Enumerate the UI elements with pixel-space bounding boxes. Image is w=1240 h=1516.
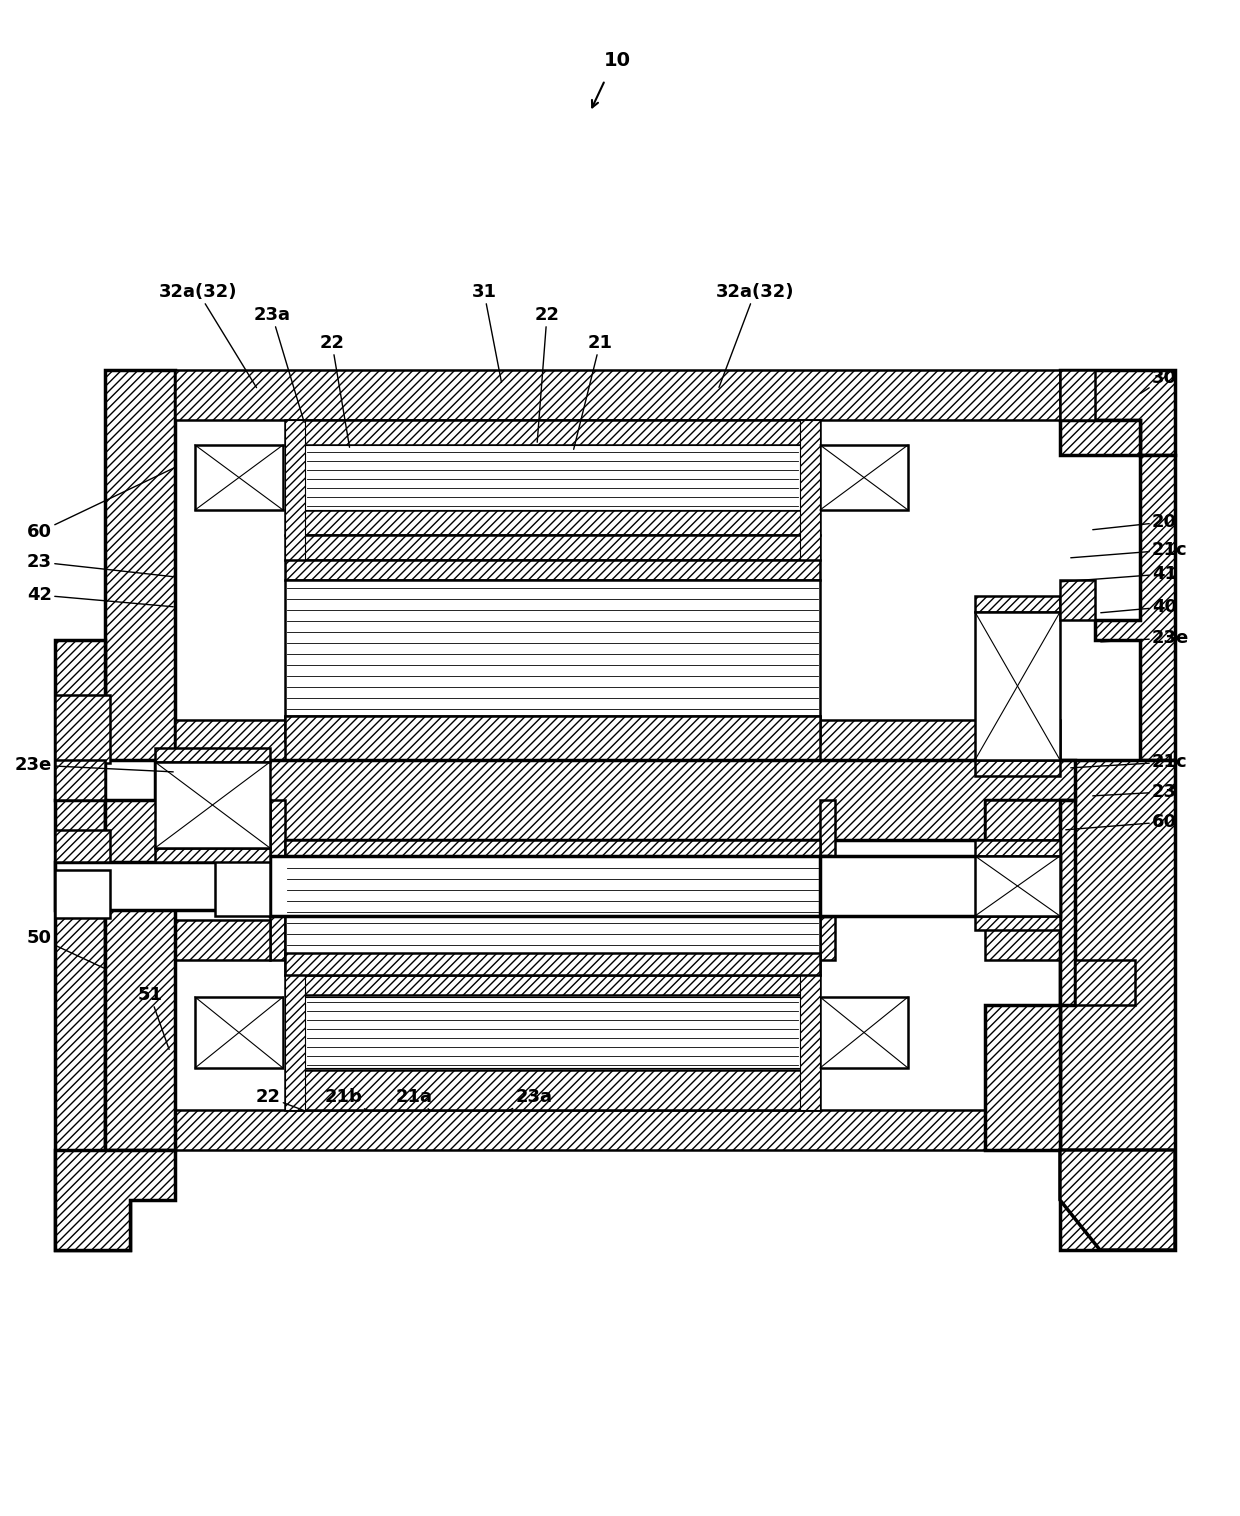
Polygon shape xyxy=(800,420,820,559)
Text: 51: 51 xyxy=(138,985,169,1049)
Polygon shape xyxy=(985,800,1075,1151)
Text: 22: 22 xyxy=(534,306,559,443)
Polygon shape xyxy=(1060,1151,1176,1251)
Polygon shape xyxy=(285,954,820,975)
Bar xyxy=(285,860,820,955)
Polygon shape xyxy=(175,1110,1060,1151)
Text: 23a: 23a xyxy=(508,1088,553,1111)
Text: 10: 10 xyxy=(604,50,630,70)
Polygon shape xyxy=(1060,420,1176,760)
Polygon shape xyxy=(285,975,820,994)
Text: 32a(32): 32a(32) xyxy=(715,283,795,388)
Polygon shape xyxy=(975,596,1060,612)
Polygon shape xyxy=(175,920,270,960)
Bar xyxy=(55,829,110,863)
Polygon shape xyxy=(285,716,820,760)
Polygon shape xyxy=(285,559,820,581)
Bar xyxy=(55,694,110,763)
Polygon shape xyxy=(1060,581,1095,620)
Polygon shape xyxy=(175,720,1060,760)
Polygon shape xyxy=(105,370,175,760)
Polygon shape xyxy=(215,858,270,916)
Text: 20: 20 xyxy=(1092,512,1177,531)
Bar xyxy=(55,863,275,910)
Polygon shape xyxy=(975,916,1060,929)
Polygon shape xyxy=(155,847,270,863)
Text: 22: 22 xyxy=(255,1088,305,1111)
Polygon shape xyxy=(175,800,270,840)
Polygon shape xyxy=(1060,760,1176,1251)
Polygon shape xyxy=(55,640,105,800)
Bar xyxy=(55,870,110,919)
Polygon shape xyxy=(285,716,820,741)
Bar xyxy=(820,857,1060,916)
Polygon shape xyxy=(985,800,1060,840)
Bar xyxy=(285,998,820,1067)
Text: 21c: 21c xyxy=(1071,541,1188,559)
Text: 31: 31 xyxy=(471,283,501,382)
Polygon shape xyxy=(1075,960,1135,1005)
Polygon shape xyxy=(285,975,305,1110)
Text: 21a: 21a xyxy=(396,1088,433,1110)
Bar xyxy=(195,998,283,1067)
Bar xyxy=(975,857,1060,916)
Polygon shape xyxy=(105,800,175,1151)
Polygon shape xyxy=(270,800,285,960)
Text: 41: 41 xyxy=(1060,565,1177,584)
Polygon shape xyxy=(1060,370,1095,420)
Text: 21b: 21b xyxy=(325,1088,367,1111)
Polygon shape xyxy=(285,535,820,559)
Polygon shape xyxy=(1060,370,1176,455)
Polygon shape xyxy=(800,975,820,1110)
Polygon shape xyxy=(985,920,1060,960)
Polygon shape xyxy=(975,760,1060,776)
Text: 21: 21 xyxy=(574,334,613,449)
Text: 60: 60 xyxy=(1065,813,1177,831)
Polygon shape xyxy=(55,760,105,800)
Polygon shape xyxy=(285,509,820,535)
Polygon shape xyxy=(285,420,305,559)
Polygon shape xyxy=(285,955,820,975)
Bar xyxy=(820,446,908,509)
Text: 30: 30 xyxy=(1141,368,1177,394)
Polygon shape xyxy=(285,840,820,860)
Polygon shape xyxy=(285,420,820,446)
Text: 23: 23 xyxy=(1092,782,1177,800)
Text: 60: 60 xyxy=(27,468,174,541)
Polygon shape xyxy=(285,1070,820,1110)
Polygon shape xyxy=(55,800,130,1251)
Bar xyxy=(285,446,820,509)
Text: 23: 23 xyxy=(27,553,174,576)
Polygon shape xyxy=(55,1151,175,1251)
Text: 32a(32): 32a(32) xyxy=(159,283,257,388)
Bar xyxy=(285,581,820,719)
Polygon shape xyxy=(975,840,1060,857)
Text: 23a: 23a xyxy=(253,306,304,423)
Text: 50: 50 xyxy=(27,929,105,969)
Text: 23e: 23e xyxy=(1101,629,1189,647)
Text: 21c: 21c xyxy=(1071,753,1188,772)
Bar xyxy=(820,998,908,1067)
Bar xyxy=(155,763,270,847)
Bar xyxy=(195,446,283,509)
Bar xyxy=(975,612,1060,760)
Text: 22: 22 xyxy=(320,334,350,447)
Polygon shape xyxy=(820,800,835,960)
Polygon shape xyxy=(155,747,270,763)
Text: 40: 40 xyxy=(1101,597,1177,615)
Polygon shape xyxy=(155,760,1075,840)
Bar xyxy=(270,857,830,916)
Text: 23e: 23e xyxy=(15,756,174,775)
Text: 42: 42 xyxy=(27,587,174,606)
Polygon shape xyxy=(175,370,1060,420)
